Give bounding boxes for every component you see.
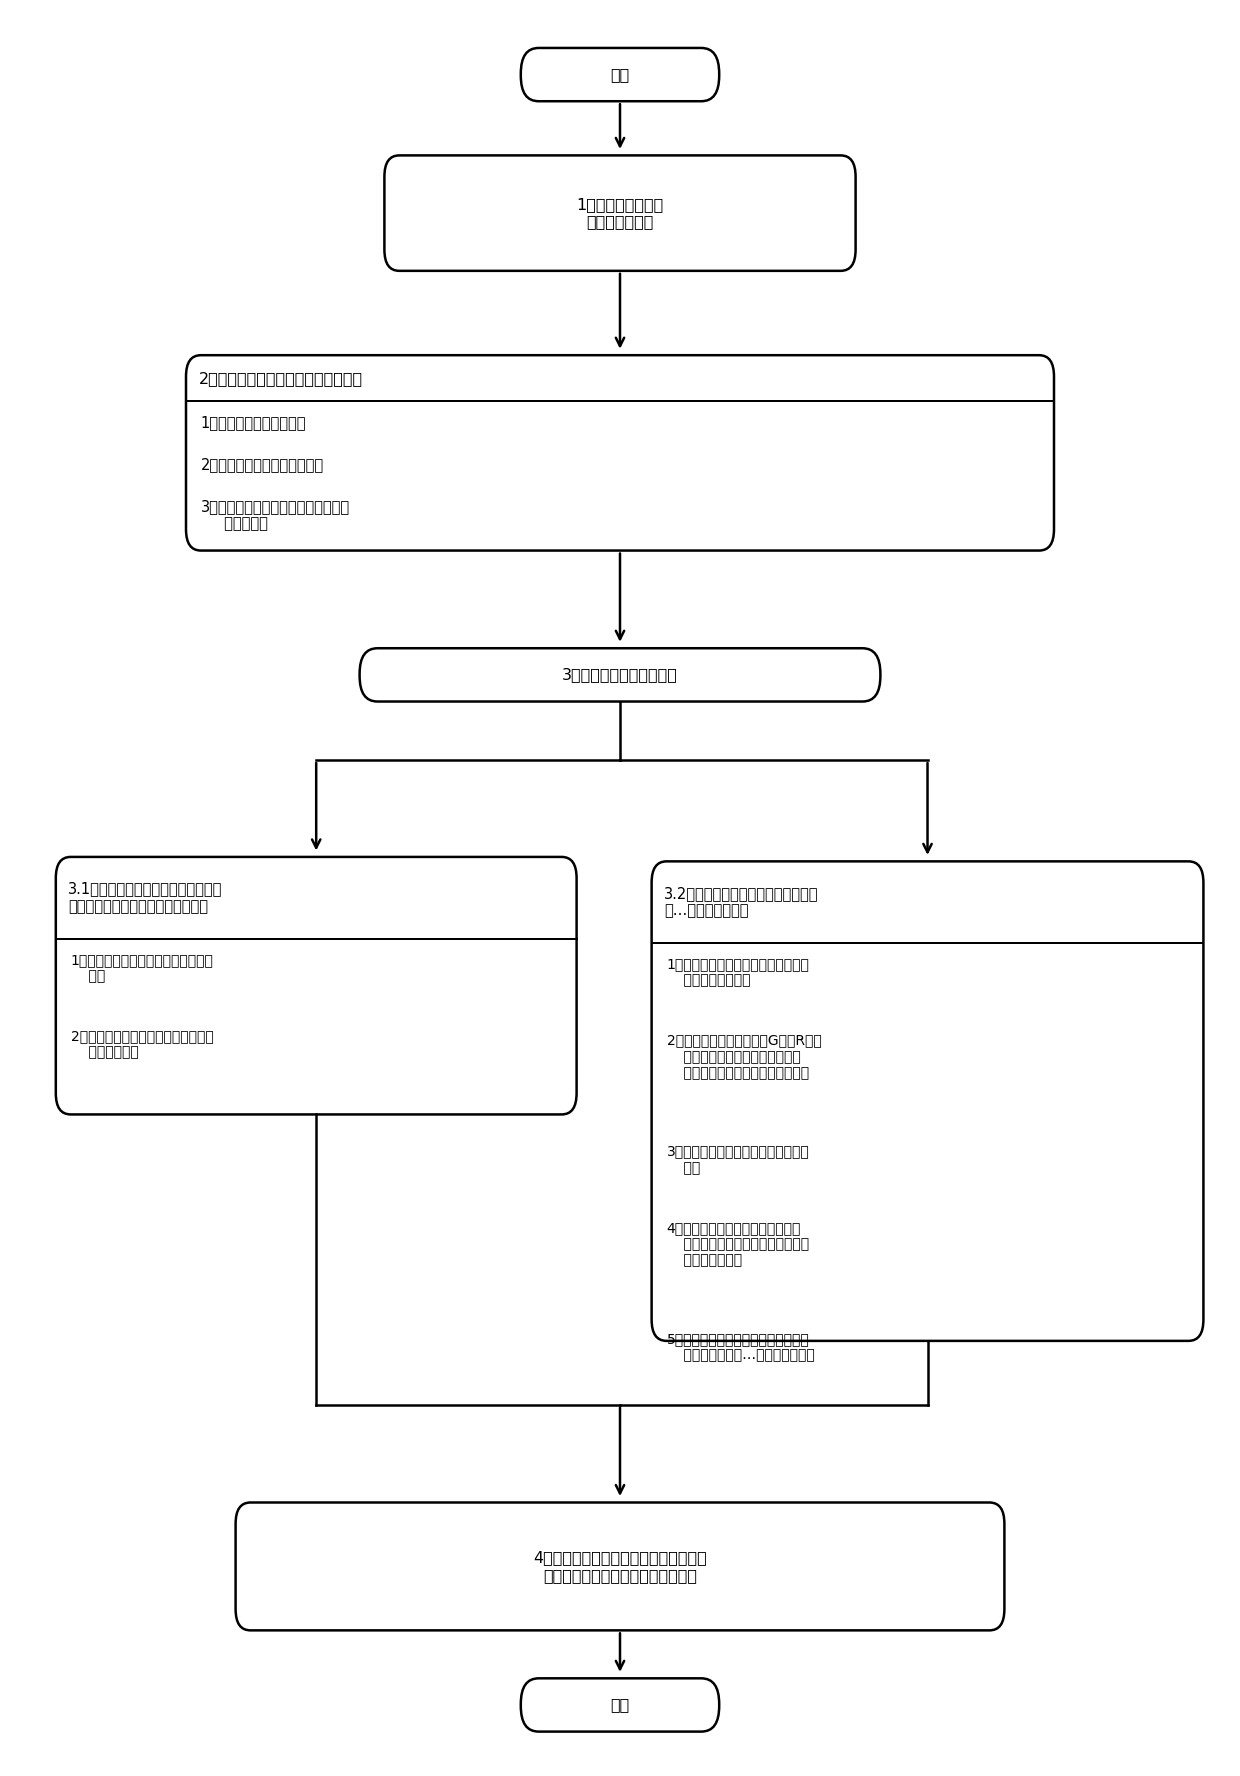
Text: 2）一次冷却剂回路蓄热变化量: 2）一次冷却剂回路蓄热变化量 — [201, 456, 324, 472]
Text: 5）利用测点数据通过一元线性回归法
    得到冷却剂温度…核功率数学模型: 5）利用测点数据通过一元线性回归法 得到冷却剂温度…核功率数学模型 — [667, 1332, 815, 1362]
Text: 1）对蒸汽发生器、一次回路进行机理
    分析: 1）对蒸汽发生器、一次回路进行机理 分析 — [71, 954, 213, 984]
FancyBboxPatch shape — [521, 48, 719, 101]
Text: 1、建立核电机组整
体能量平衡方程: 1、建立核电机组整 体能量平衡方程 — [577, 197, 663, 229]
FancyBboxPatch shape — [186, 355, 1054, 551]
Text: 2）利用核电站仿真平台做G棒、R棒手
    动方式下一次调频阶跃试验（根
    据精度需求进行不同幅度的扰动）: 2）利用核电站仿真平台做G棒、R棒手 动方式下一次调频阶跃试验（根 据精度需求进… — [667, 1034, 821, 1080]
Text: 开始: 开始 — [610, 67, 630, 82]
FancyBboxPatch shape — [652, 861, 1203, 1341]
FancyBboxPatch shape — [360, 648, 880, 702]
FancyBboxPatch shape — [236, 1502, 1004, 1630]
Text: 3）核反应堆冷却剂温度效应导致核功
     率的变化量: 3）核反应堆冷却剂温度效应导致核功 率的变化量 — [201, 499, 350, 531]
Text: 3.1、通过机理分析法建立关键变量蒸
汽发生器、一次冷却剂回路数学模型: 3.1、通过机理分析法建立关键变量蒸 汽发生器、一次冷却剂回路数学模型 — [68, 881, 222, 915]
Text: 4）根据平衡点附近微小搅动线性理
    论，假设反应堆冷却剂平均温度一
    核功率计算模型: 4）根据平衡点附近微小搅动线性理 论，假设反应堆冷却剂平均温度一 核功率计算模型 — [667, 1222, 810, 1268]
Text: 3、建立关键变量数学模型: 3、建立关键变量数学模型 — [562, 668, 678, 682]
Text: 4、带入蒸汽发生器出门压力变化量，求
得压水堆核电站核岛变工况蓄热增量: 4、带入蒸汽发生器出门压力变化量，求 得压水堆核电站核岛变工况蓄热增量 — [533, 1550, 707, 1582]
Text: 结束: 结束 — [610, 1698, 630, 1712]
FancyBboxPatch shape — [521, 1678, 719, 1732]
Text: 1）蒸汽发生器蓄热变化量: 1）蒸汽发生器蓄热变化量 — [201, 416, 306, 430]
Text: 3.2、通过仿真拟合技术得到冷却剂温
度…核功率数学模型: 3.2、通过仿真拟合技术得到冷却剂温 度…核功率数学模型 — [665, 886, 818, 918]
Text: 2、通过分析获得影响蓄热的关键变量: 2、通过分析获得影响蓄热的关键变量 — [198, 371, 362, 385]
Text: 1）设置特定仿真工况平台（包括不同
    寿期及功率平台）: 1）设置特定仿真工况平台（包括不同 寿期及功率平台） — [667, 957, 810, 987]
FancyBboxPatch shape — [56, 858, 577, 1115]
Text: 2）建立蒸汽发生器及一次回路蓄热增
    量的数学模型: 2）建立蒸汽发生器及一次回路蓄热增 量的数学模型 — [71, 1030, 213, 1060]
Text: 3）将每次扰动后的相关测点数据进行
    转存: 3）将每次扰动后的相关测点数据进行 转存 — [667, 1144, 810, 1176]
FancyBboxPatch shape — [384, 156, 856, 270]
